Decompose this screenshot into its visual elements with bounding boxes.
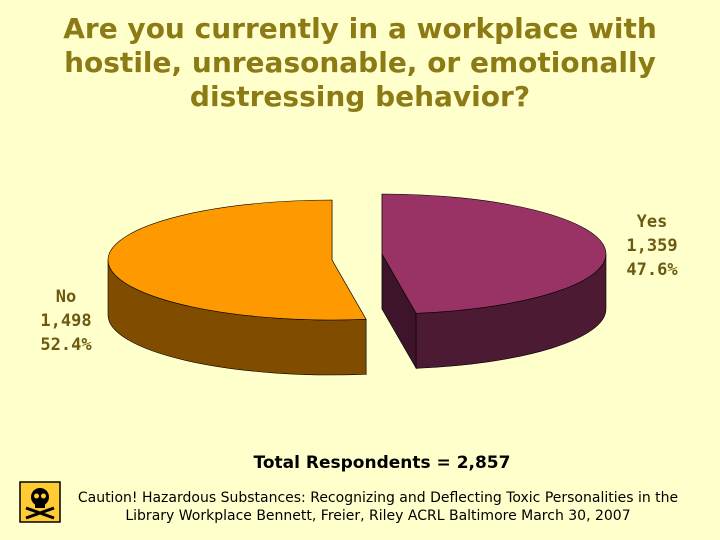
skull-icon (19, 481, 61, 523)
total-annotation: Total Respondents = 2,857 (254, 453, 511, 473)
footnote-line: Library Workplace Bennett, Freier, Riley… (125, 508, 630, 524)
slice-label: No (56, 287, 76, 307)
slice (381, 193, 607, 314)
title-line: distressing behavior? (190, 80, 530, 113)
title-line: hostile, unreasonable, or emotionally (64, 46, 656, 79)
value-label: 1,498 (40, 311, 91, 331)
title-line: Are you currently in a workplace with (63, 12, 657, 45)
slice (107, 199, 367, 321)
percent-label: 52.4% (40, 335, 92, 355)
slice-label: Yes (637, 212, 668, 232)
percent-label: 47.6% (626, 260, 678, 280)
value-label: 1,359 (626, 236, 677, 256)
footnote-line: Caution! Hazardous Substances: Recognizi… (78, 490, 678, 506)
pie (107, 193, 607, 376)
